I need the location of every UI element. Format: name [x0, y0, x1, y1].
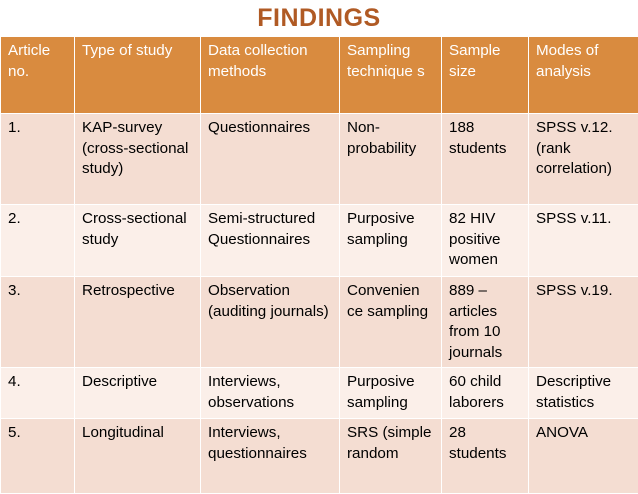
cell-sampling: Non-probability — [340, 114, 442, 205]
cell-data-collection: Semi-structured Questionnaires — [201, 205, 340, 277]
cell-data-collection: Interviews, observations — [201, 368, 340, 419]
cell-analysis: SPSS v.19. — [529, 277, 638, 368]
table-row: 2. Cross-sectional study Semi-structured… — [1, 205, 638, 277]
header-modes-of-analysis: Modes of analysis — [529, 37, 638, 114]
cell-type-of-study: Descriptive — [75, 368, 201, 419]
cell-type-of-study: Cross-sectional study — [75, 205, 201, 277]
header-sample-size: Sample size — [442, 37, 529, 114]
cell-article-no: 1. — [1, 114, 75, 205]
table-header-row: Article no. Type of study Data collectio… — [1, 37, 638, 114]
cell-article-no: 2. — [1, 205, 75, 277]
cell-article-no: 4. — [1, 368, 75, 419]
cell-type-of-study: KAP-survey (cross-sectional study) — [75, 114, 201, 205]
cell-analysis: ANOVA — [529, 419, 638, 494]
cell-data-collection: Interviews, questionnaires — [201, 419, 340, 494]
cell-sampling: SRS (simple random — [340, 419, 442, 494]
cell-sample-size: 28 students — [442, 419, 529, 494]
cell-sample-size: 60 child laborers — [442, 368, 529, 419]
header-article-no: Article no. — [1, 37, 75, 114]
cell-data-collection: Observation (auditing journals) — [201, 277, 340, 368]
cell-analysis: Descriptive statistics — [529, 368, 638, 419]
cell-data-collection: Questionnaires — [201, 114, 340, 205]
cell-analysis: SPSS v.12. (rank correlation) — [529, 114, 638, 205]
cell-type-of-study: Longitudinal — [75, 419, 201, 494]
cell-sampling: Purposive sampling — [340, 368, 442, 419]
cell-sample-size: 82 HIV positive women — [442, 205, 529, 277]
cell-sampling: Convenien ce sampling — [340, 277, 442, 368]
header-sampling-techniques: Sampling technique s — [340, 37, 442, 114]
table-row: 5. Longitudinal Interviews, questionnair… — [1, 419, 638, 494]
cell-article-no: 3. — [1, 277, 75, 368]
cell-sampling: Purposive sampling — [340, 205, 442, 277]
header-type-of-study: Type of study — [75, 37, 201, 114]
cell-type-of-study: Retrospective — [75, 277, 201, 368]
header-data-collection-methods: Data collection methods — [201, 37, 340, 114]
cell-sample-size: 188 students — [442, 114, 529, 205]
table-row: 3. Retrospective Observation (auditing j… — [1, 277, 638, 368]
slide-title: FINDINGS — [0, 4, 638, 33]
cell-analysis: SPSS v.11. — [529, 205, 638, 277]
cell-article-no: 5. — [1, 419, 75, 494]
findings-table: Article no. Type of study Data collectio… — [0, 36, 638, 494]
table-row: 4. Descriptive Interviews, observations … — [1, 368, 638, 419]
cell-sample-size: 889 – articles from 10 journals — [442, 277, 529, 368]
table-row: 1. KAP-survey (cross-sectional study) Qu… — [1, 114, 638, 205]
